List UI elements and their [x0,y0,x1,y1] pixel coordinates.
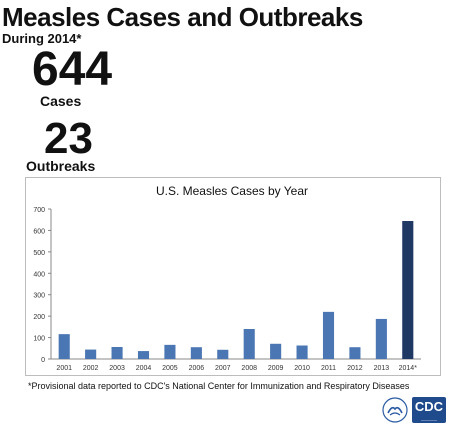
x-tick-label: 2007 [215,365,231,372]
x-tick-label: 2008 [241,365,257,372]
x-tick-label: 2004 [136,365,152,372]
cases-label: Cases [40,93,82,109]
chart-frame [25,177,441,376]
bar [164,344,176,359]
x-tick-label: 2014* [399,365,418,372]
x-tick-label: 2002 [83,365,99,372]
bar [402,221,414,359]
x-tick-label: 2011 [321,365,336,372]
y-tick-label: 200 [33,314,45,321]
y-tick-label: 0 [41,357,45,364]
x-tick-label: 2003 [109,365,125,372]
cdc-logo: CDC ———— [412,397,446,423]
y-tick-label: 100 [33,336,45,343]
bar [296,345,308,359]
x-tick-label: 2001 [56,365,72,372]
bar [217,349,229,359]
bar [349,347,361,359]
bar [137,351,150,359]
y-tick-label: 300 [33,293,45,300]
footnote: *Provisional data reported to CDC's Nati… [28,381,410,391]
x-tick-label: 2013 [374,365,390,372]
bar [190,347,202,359]
cdc-logo-text: CDC [414,399,444,414]
page-subtitle: During 2014* [2,31,82,46]
cases-count: 644 [32,43,113,96]
x-tick-label: 2012 [347,365,363,372]
outbreaks-label: Outbreaks [26,158,96,174]
bar [270,343,282,359]
bar [58,334,70,359]
bar [243,329,255,359]
measles-bar-chart: U.S. Measles Cases by Year 0 100 200 300 400 5… [33,184,421,372]
bar [85,349,97,359]
hhs-eagle-icon [382,397,408,423]
bar [322,311,335,359]
y-tick-label: 500 [33,250,45,257]
x-tick-label: 2010 [294,365,310,372]
cdc-logo-subtext: ———— [421,417,437,422]
x-tick-label: 2006 [189,365,205,372]
x-tick-label: 2005 [162,365,178,372]
x-tick-label: 2009 [268,365,284,372]
y-tick-label: 400 [33,271,45,278]
bar [375,318,387,359]
y-tick-label: 600 [33,228,45,235]
page-title: Measles Cases and Outbreaks [2,2,363,32]
chart-title: U.S. Measles Cases by Year [156,184,308,198]
outbreaks-count: 23 [44,114,93,163]
y-tick-label: 700 [33,207,45,214]
bar [111,347,123,359]
